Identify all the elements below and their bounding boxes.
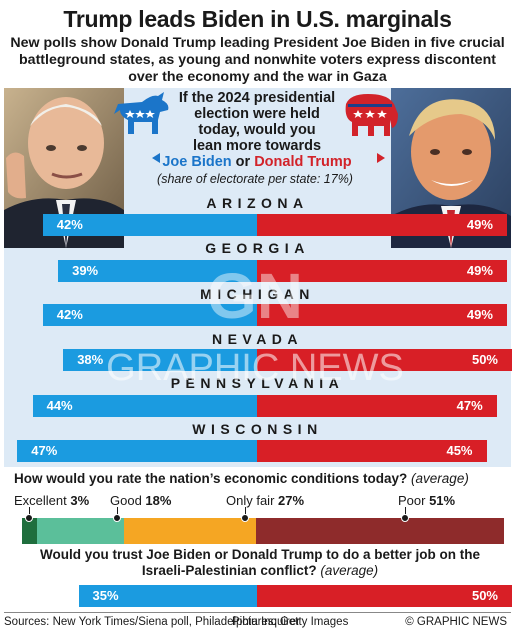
econ-label-value-excellent: 3% [70, 493, 90, 508]
bar-biden-wisconsin: 47% [17, 440, 257, 462]
value-trump-wisconsin: 45% [446, 443, 473, 458]
state-label-arizona: ARIZONA [206, 195, 309, 211]
bar-trump-pennsylvania: 47% [257, 395, 497, 417]
bar-trump-wisconsin: 45% [257, 440, 487, 462]
value-trump-georgia: 49% [466, 263, 493, 278]
value-biden-israel: 35% [92, 588, 119, 603]
state-label-wisconsin: WISCONSIN [192, 421, 323, 437]
econ-label-value-only-fair: 27% [278, 493, 305, 508]
footer-sources: Sources: New York Times/Siena poll, Phil… [4, 616, 300, 628]
question-line-4: lean more towards [192, 138, 322, 154]
value-biden-arizona: 42% [56, 217, 83, 232]
footer-divider [4, 612, 511, 613]
bar-trump-michigan: 49% [257, 304, 507, 326]
bar-trump-nevada: 50% [257, 349, 512, 371]
footer-pictures: Pictures: Getty Images [232, 616, 349, 628]
biden-arrow-icon [152, 153, 160, 163]
bar-biden-nevada: 38% [63, 349, 257, 371]
page-subtitle: New polls show Donald Trump leading Pres… [10, 35, 505, 85]
econ-label-excellent: Excellent 3% [14, 493, 89, 508]
econ-segment-poor [255, 518, 504, 544]
democrat-donkey-icon [112, 90, 172, 138]
value-trump-pennsylvania: 47% [456, 398, 483, 413]
econ-label-poor: Poor 51% [398, 493, 455, 508]
econ-marker-excellent [25, 514, 34, 522]
economy-question-text: How would you rate the nation’s economic… [14, 471, 408, 486]
candidate-trump: Donald Trump [254, 154, 352, 170]
econ-marker-poor [400, 514, 409, 522]
poll-question: If the 2024 presidential election were h… [148, 90, 366, 170]
bar-trump-georgia: 49% [257, 260, 507, 282]
share-note: (share of electorate per state: 17%) [157, 172, 353, 186]
value-biden-michigan: 42% [56, 307, 83, 322]
value-trump-arizona: 49% [466, 217, 493, 232]
value-biden-wisconsin: 47% [31, 443, 58, 458]
state-label-georgia: GEORGIA [205, 240, 310, 256]
value-trump-nevada: 50% [471, 352, 498, 367]
value-biden-nevada: 38% [77, 352, 104, 367]
econ-marker-good [113, 514, 122, 522]
bar-biden-israel: 35% [78, 585, 257, 607]
bar-biden-michigan: 42% [42, 304, 257, 326]
israel-question-text: Would you trust Joe Biden or Donald Trum… [40, 547, 480, 578]
economy-question-note: (average) [411, 471, 469, 486]
value-trump-israel: 50% [471, 588, 498, 603]
econ-label-name-excellent: Excellent [14, 493, 71, 508]
value-biden-pennsylvania: 44% [46, 398, 73, 413]
republican-elephant-icon [340, 92, 400, 138]
israel-question-note: (average) [320, 563, 379, 578]
state-label-pennsylvania: PENNSYLVANIA [170, 375, 345, 391]
bar-biden-georgia: 39% [58, 260, 257, 282]
footer-credit: © GRAPHIC NEWS [405, 616, 507, 628]
page-title: Trump leads Biden in U.S. marginals [63, 6, 452, 32]
candidate-biden: Joe Biden [162, 154, 232, 170]
value-biden-georgia: 39% [72, 263, 99, 278]
econ-segment-good [36, 518, 125, 544]
question-candidates: Joe Biden or Donald Trump [148, 154, 366, 170]
candidate-or: or [235, 154, 251, 170]
econ-label-name-poor: Poor [398, 493, 430, 508]
bar-biden-pennsylvania: 44% [32, 395, 257, 417]
state-label-nevada: NEVADA [211, 331, 304, 347]
footer: Sources: New York Times/Siena poll, Phil… [4, 616, 511, 628]
econ-label-value-poor: 51% [429, 493, 456, 508]
econ-label-only-fair: Only fair 27% [226, 493, 304, 508]
question-line-3: today, would you [198, 122, 316, 138]
question-line-1: If the 2024 presidential [178, 90, 336, 106]
econ-segment-only-fair [124, 518, 256, 544]
econ-segment-excellent [22, 518, 37, 544]
value-trump-michigan: 49% [466, 307, 493, 322]
trump-arrow-icon [377, 153, 385, 163]
bar-trump-israel: 50% [257, 585, 512, 607]
econ-label-name-only-fair: Only fair [226, 493, 279, 508]
econ-label-good: Good 18% [110, 493, 171, 508]
economy-question: How would you rate the nation’s economic… [14, 471, 469, 486]
israel-question: Would you trust Joe Biden or Donald Trum… [40, 547, 480, 579]
state-label-michigan: MICHIGAN [200, 286, 315, 302]
bar-biden-arizona: 42% [42, 214, 257, 236]
econ-label-name-good: Good [110, 493, 146, 508]
econ-label-value-good: 18% [145, 493, 172, 508]
bar-trump-arizona: 49% [257, 214, 507, 236]
question-line-2: election were held [194, 106, 320, 122]
econ-marker-only-fair [241, 514, 250, 522]
